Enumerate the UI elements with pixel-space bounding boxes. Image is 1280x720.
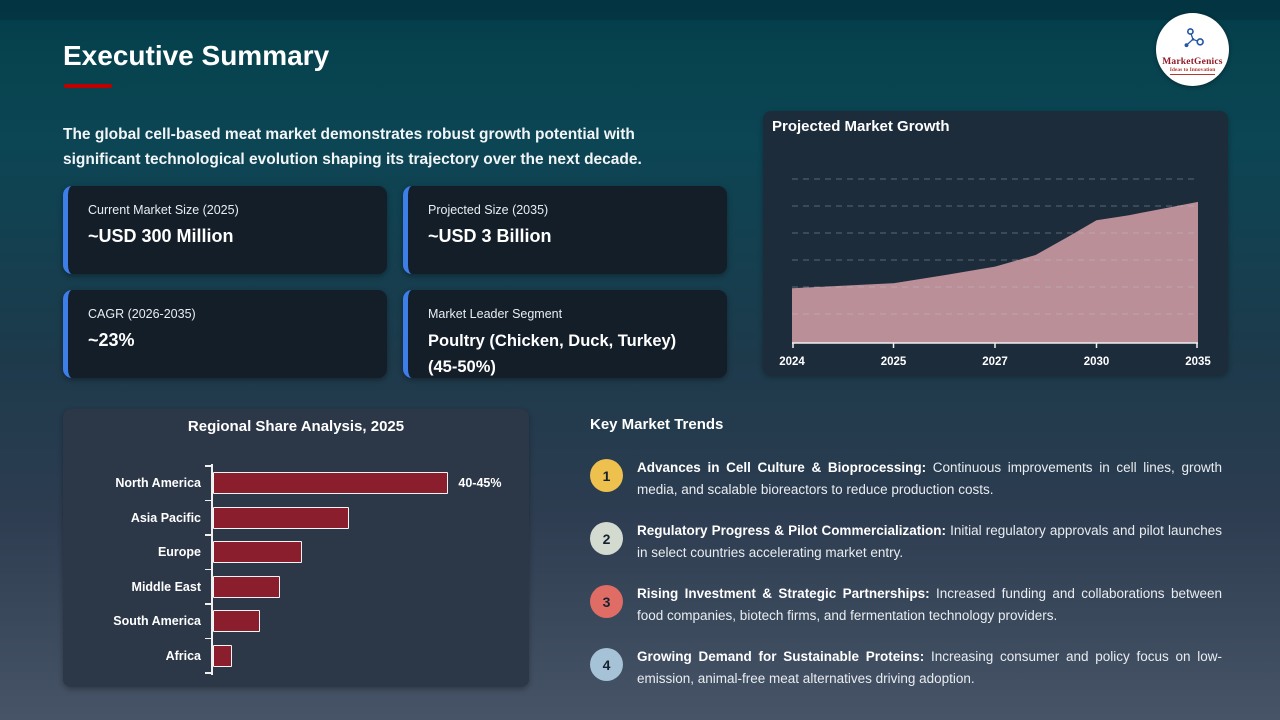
page-title: Executive Summary	[63, 40, 330, 71]
top-decorative-strip	[0, 0, 1280, 20]
bar-track	[213, 575, 519, 598]
trend-title: Growing Demand for Sustainable Proteins:	[637, 649, 931, 664]
trend-text: Regulatory Progress & Pilot Commercializ…	[637, 523, 1222, 560]
growth-x-axis-labels: 2024 2025 2027 2030 2035	[779, 356, 1211, 372]
x-axis-tick-label: 2030	[1083, 356, 1110, 368]
stat-card: Projected Size (2035) ~USD 3 Billion	[403, 186, 727, 274]
molecule-icon	[1180, 25, 1206, 56]
bar	[213, 644, 233, 667]
trends-heading: Key Market Trends	[590, 416, 724, 433]
bar-category-label: Africa	[165, 648, 201, 663]
bar-track	[213, 506, 519, 529]
trend-number-badge: 2	[590, 522, 623, 555]
bar-row: South America	[83, 604, 519, 639]
bar	[213, 472, 449, 495]
x-axis-tick-label: 2024	[779, 356, 805, 368]
logo-tagline: Ideas to Innovation	[1169, 66, 1216, 75]
x-axis-tick-label: 2027	[982, 356, 1008, 368]
bar-category-label: Middle East	[131, 579, 201, 594]
intro-paragraph: The global cell-based meat market demons…	[63, 126, 642, 168]
bar-axis-tick	[205, 534, 211, 536]
trend-text: Growing Demand for Sustainable Proteins:…	[637, 649, 1222, 686]
trend-number-badge: 4	[590, 648, 623, 681]
title-underline	[64, 84, 112, 88]
stat-value: ~23%	[88, 330, 135, 350]
stat-value: ~USD 300 Million	[88, 226, 234, 246]
marketgenics-logo: MarketGenics Ideas to Innovation	[1156, 13, 1229, 86]
trend-item: 4 Growing Demand for Sustainable Proteins…	[590, 646, 1222, 689]
projected-market-growth-card: Projected Market Growth 2024 2025 2027 2030…	[763, 111, 1228, 375]
bar-row: Africa	[83, 639, 519, 674]
bar-axis-tick	[205, 637, 211, 640]
bar-axis-tick	[205, 603, 211, 605]
regional-share-card: Regional Share Analysis, 2025 North Amer…	[63, 409, 529, 687]
trend-number-badge: 1	[590, 459, 623, 492]
stat-value: Poultry (Chicken, Duck, Turkey) (45-50%)	[428, 332, 677, 376]
x-axis-tick-label: 2035	[1185, 356, 1211, 368]
trend-title: Rising Investment & Strategic Partnershi…	[637, 586, 936, 601]
stat-value: ~USD 3 Billion	[428, 226, 552, 246]
bar-chart-y-axis	[211, 464, 213, 675]
growth-chart-title: Projected Market Growth	[772, 118, 950, 135]
trend-title: Advances in Cell Culture & Bioprocessing…	[637, 460, 933, 475]
trend-text: Rising Investment & Strategic Partnershi…	[637, 586, 1222, 623]
stat-label: CAGR (2026-2035)	[88, 307, 196, 321]
trend-number-badge: 3	[590, 585, 623, 618]
bar-track	[213, 610, 519, 633]
trend-text: Advances in Cell Culture & Bioprocessing…	[637, 460, 1222, 497]
bar	[213, 506, 349, 529]
regional-bar-chart: North America 40-45% Asia Pacific Europe Mid…	[83, 464, 519, 675]
bar-axis-tick	[205, 465, 211, 467]
bar-category-label: North America	[115, 476, 201, 491]
stat-card: Current Market Size (2025) ~USD 300 Milli…	[63, 186, 387, 274]
bar-category-label: South America	[113, 614, 201, 629]
trend-item: 3 Rising Investment & Strategic Partnersh…	[590, 583, 1222, 626]
stats-grid: Current Market Size (2025) ~USD 300 Milli…	[63, 186, 727, 378]
bar-row: Europe	[83, 535, 519, 570]
bar-value-label: 40-45%	[458, 476, 502, 491]
stat-card: CAGR (2026-2035) ~23%	[63, 290, 387, 378]
bar	[213, 541, 302, 564]
regional-chart-title: Regional Share Analysis, 2025	[187, 418, 405, 435]
bar-row: North America 40-45%	[83, 466, 519, 501]
bar-track	[213, 644, 519, 667]
trend-title: Regulatory Progress & Pilot Commercializ…	[637, 523, 951, 538]
bar-category-label: Asia Pacific	[130, 510, 201, 525]
trend-item: 1 Advances in Cell Culture & Bioprocessin…	[590, 457, 1222, 500]
growth-area-chart	[792, 177, 1198, 349]
stat-label: Market Leader Segment	[428, 307, 563, 321]
bar-track	[213, 541, 519, 564]
bar-row: Asia Pacific	[83, 501, 519, 536]
trend-item: 2 Regulatory Progress & Pilot Commerciali…	[590, 520, 1222, 563]
bar	[213, 575, 280, 598]
bar-axis-tick	[205, 499, 211, 502]
bar-axis-tick	[205, 568, 211, 571]
key-market-trends: Key Market Trends 1 Advances in Cell Cult…	[590, 408, 1222, 709]
trends-list: 1 Advances in Cell Culture & Bioprocessin…	[590, 457, 1222, 689]
bar-row: Middle East	[83, 570, 519, 605]
stat-card: Market Leader Segment Poultry (Chicken, D…	[403, 290, 727, 378]
logo-name: MarketGenics	[1162, 56, 1223, 67]
stat-label: Current Market Size (2025)	[88, 203, 239, 217]
bar	[213, 610, 261, 633]
bar-axis-tick	[205, 672, 211, 674]
bar-track: 40-45%	[213, 472, 519, 495]
bar-category-label: Europe	[157, 545, 201, 560]
x-axis-tick-label: 2025	[880, 356, 907, 368]
stat-label: Projected Size (2035)	[428, 203, 549, 217]
